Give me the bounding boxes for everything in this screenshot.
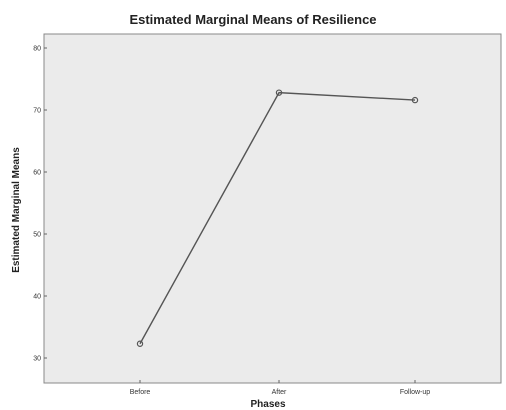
- x-axis: Before After Follow-up: [130, 380, 430, 396]
- data-point: [136, 340, 144, 347]
- y-tick-label: 50: [33, 232, 41, 239]
- x-axis-label: Phases: [250, 399, 285, 410]
- y-tick-label: 30: [33, 356, 41, 363]
- x-tick-label: Follow-up: [400, 389, 430, 396]
- x-tick-label: After: [272, 389, 287, 396]
- y-axis-label: Estimated Marginal Means: [11, 147, 22, 273]
- plot-area: [43, 33, 502, 384]
- x-tick-label: Before: [130, 389, 151, 396]
- y-tick-label: 40: [33, 294, 41, 301]
- y-tick-label: 60: [33, 170, 41, 177]
- series-line: [139, 91, 416, 345]
- y-tick-label: 80: [33, 46, 41, 53]
- data-point: [411, 96, 419, 104]
- y-axis: 30 40 50 60 70 80: [33, 46, 47, 363]
- y-tick-label: 70: [33, 108, 41, 115]
- series-group: [136, 89, 419, 347]
- chart-title: Estimated Marginal Means of Resilience: [129, 12, 376, 27]
- data-point: [275, 89, 283, 96]
